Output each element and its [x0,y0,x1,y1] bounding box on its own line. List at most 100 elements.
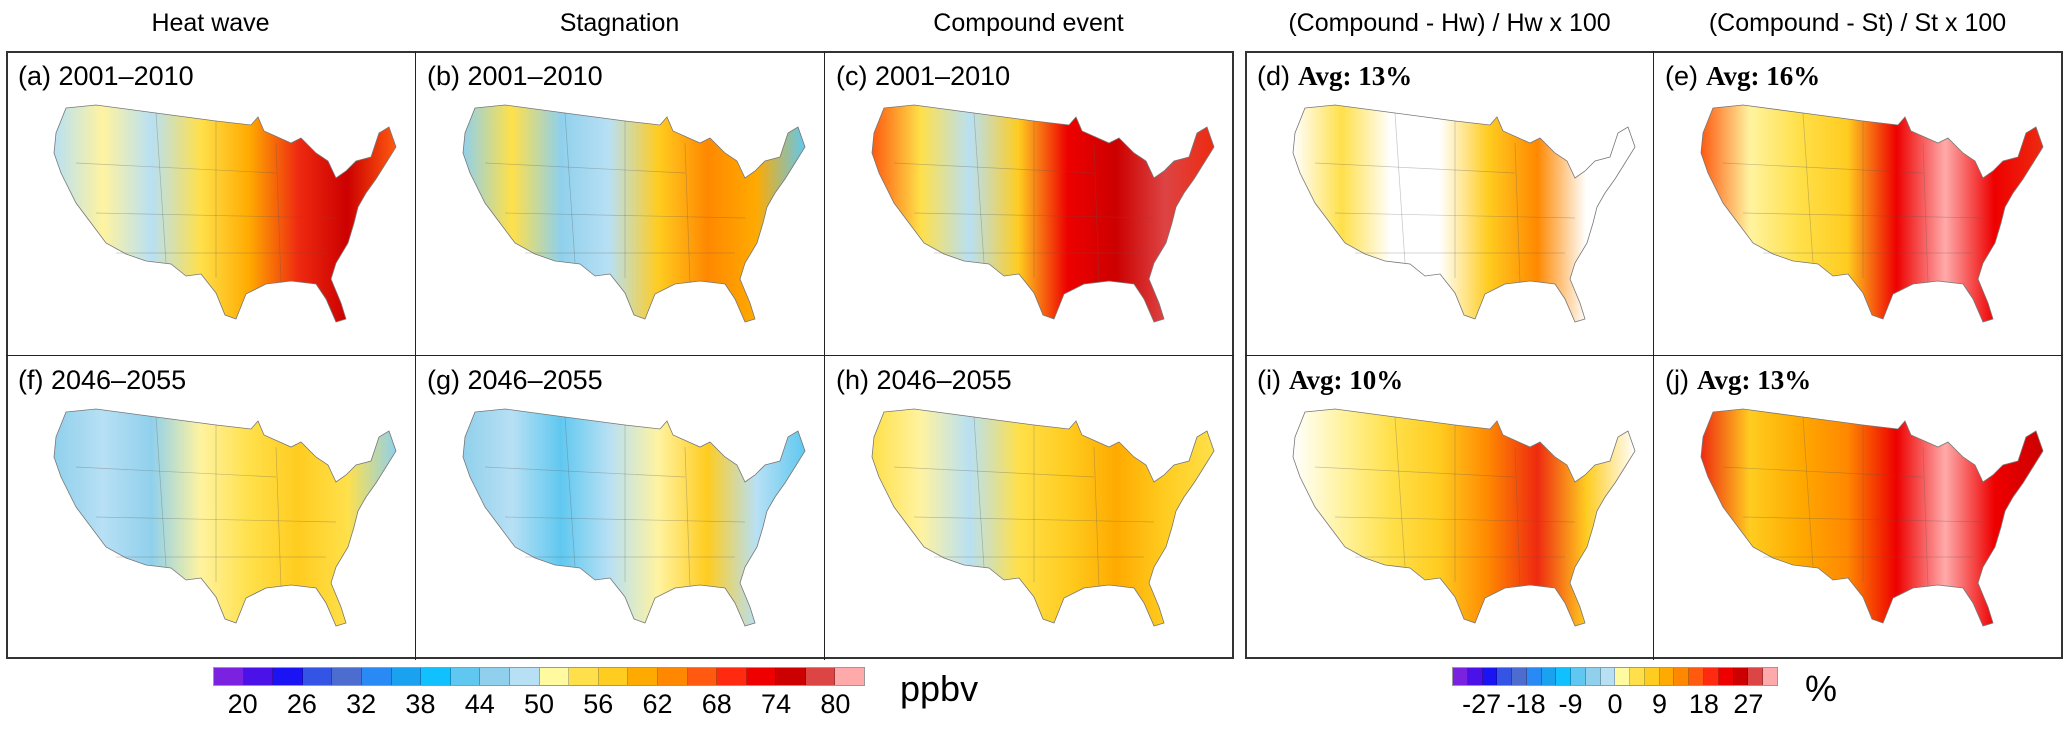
us-map [462,104,806,323]
map-panel: (d) Avg: 13% [1245,51,1654,355]
map-panel: (h) 2046–2055 [824,355,1233,659]
state-border [1334,212,1576,219]
state-border [1314,466,1516,478]
state-border [973,416,985,568]
colorbar-swatch [776,668,806,685]
panel-average: Avg: 10% [1288,365,1404,395]
colorbar-swatch [509,668,540,685]
panel-label: (d) Avg: 13% [1257,61,1412,92]
colorbar-tick-label: 20 [227,689,258,719]
panel-label: (i) Avg: 10% [1257,365,1403,396]
ozone-colorbar [213,667,865,686]
state-border [155,112,167,264]
us-map [53,408,397,627]
state-border [504,516,746,523]
colorbar-tick-label: 80 [820,689,851,719]
colorbar-swatch [539,668,570,685]
state-border [275,446,282,588]
colorbar-swatch [450,668,481,685]
map-panel: (i) Avg: 10% [1245,355,1654,659]
colorbar-swatch [273,668,303,685]
colorbar-swatch [1571,668,1586,685]
colorbar-swatch [1718,668,1734,685]
us-outline [1292,104,1636,323]
map-panel: (g) 2046–2055 [415,355,824,659]
us-outline [871,104,1215,323]
panel-label: (c) 2001–2010 [836,61,1010,92]
colorbar-swatch [1585,668,1601,685]
colorbar-swatch [1748,668,1764,685]
state-border [564,416,576,568]
colorbar-swatch [717,668,747,685]
us-outline [462,104,806,323]
column-title-diff-heatwave: (Compound - Hw) / Hw x 100 [1288,9,1611,37]
colorbar-tick-label: -27 [1462,689,1502,719]
colorbar-tick-label: -9 [1558,689,1583,719]
state-border [95,212,337,219]
colorbar-swatch [1482,668,1498,685]
colorbar-swatch [1689,668,1705,685]
colorbar-swatch [805,668,836,685]
state-border [1394,112,1406,264]
colorbar-tick-label: 56 [583,689,614,719]
state-border [504,212,746,219]
colorbar-tick-label: -18 [1506,689,1546,719]
state-border [1314,162,1516,174]
colorbar-swatch [302,668,333,685]
panel-average: Avg: 13% [1298,61,1413,91]
state-border [1922,446,1929,588]
colorbar-unit-percent: % [1805,668,1838,709]
colorbar-swatch [332,668,362,685]
colorbar-swatch [657,668,688,685]
colorbar-swatch [746,668,777,685]
panel-label: (b) 2001–2010 [427,61,603,92]
column-title-stagnation: Stagnation [559,9,680,37]
state-border [1802,416,1814,568]
panel-tag: (c) 2001–2010 [836,61,1011,91]
state-border [155,416,167,568]
panel-tag: (a) 2001–2010 [18,61,194,91]
colorbar-swatch [1541,668,1557,685]
divider [6,355,1234,356]
us-map [1700,408,2044,627]
colorbar-swatch [1733,668,1749,685]
colorbar-tick-label: 44 [464,689,495,719]
column-title-compound-event: Compound event [933,9,1124,37]
colorbar-swatch [1659,668,1675,685]
panel-tag: (h) 2046–2055 [836,365,1012,395]
colorbar-swatch [1615,668,1631,685]
colorbar-swatch [1630,668,1645,685]
state-border [1394,416,1406,568]
colorbar-swatch [243,668,274,685]
state-border [75,162,277,174]
colorbar-tick-label: 26 [286,689,317,719]
panel-label: (h) 2046–2055 [836,365,1012,396]
state-border [1514,446,1521,588]
panel-label: (a) 2001–2010 [18,61,194,92]
colorbar-swatch [1467,668,1483,685]
panel-label: (f) 2046–2055 [18,365,186,396]
state-border [95,516,337,523]
state-border [1334,516,1576,523]
us-outline [53,104,397,323]
us-outline [462,408,806,627]
map-panel: (c) 2001–2010 [824,51,1233,355]
divider [1245,355,2063,356]
colorbar-swatch [1644,668,1660,685]
colorbar-tick-label: 32 [346,689,377,719]
us-map [1700,104,2044,323]
state-border [893,466,1095,478]
colorbar-swatch [1526,668,1542,685]
colorbar-swatch [1453,668,1468,685]
state-border [1514,142,1521,284]
state-border [484,162,686,174]
colorbar-tick-label: 0 [1607,689,1623,719]
map-panel: (j) Avg: 13% [1653,355,2062,659]
state-border [893,162,1095,174]
colorbar-swatch [480,668,510,685]
colorbar-swatch [1763,668,1777,685]
panel-label: (e) Avg: 16% [1665,61,1820,92]
panel-tag: (g) 2046–2055 [427,365,603,395]
us-outline [1700,408,2044,627]
state-border [684,446,691,588]
